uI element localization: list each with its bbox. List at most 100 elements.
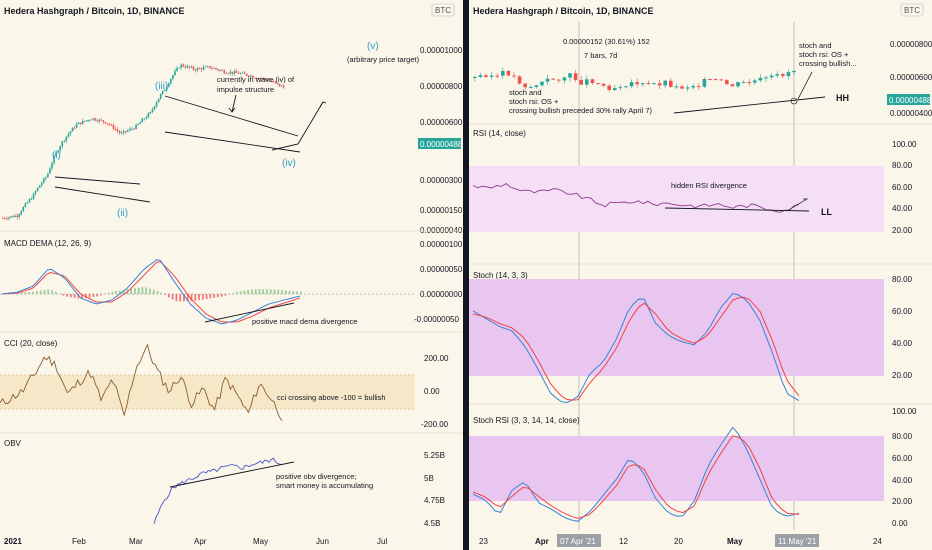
annotation-note: stoch and <box>509 88 542 97</box>
candle-body <box>512 75 516 77</box>
macd-histogram-bar <box>239 291 242 295</box>
macd-histogram-bar <box>292 291 295 295</box>
cci-title: CCI (20, close) <box>4 339 58 348</box>
price-tag-value: 0.00000488 <box>420 140 463 149</box>
rsi-axis-label: 60.00 <box>892 183 913 192</box>
crosshair-date-tag <box>557 534 601 547</box>
left-chart-header: Hedera Hashgraph / Bitcoin, 1D, BINANCE <box>4 6 185 16</box>
rsi-pane[interactable]: RSI (14, close) 100.00 80.00 60.00 40.00… <box>469 123 932 235</box>
candle-body <box>223 70 225 74</box>
candle-body <box>211 67 213 69</box>
candle-body <box>629 82 634 87</box>
macd-histogram-bar <box>296 291 299 295</box>
candle-body <box>18 214 20 217</box>
candle-body <box>758 77 763 81</box>
macd-pane[interactable]: MACD DEMA (12, 26, 9) 0.00000100 0.00000… <box>0 230 463 326</box>
candle-body <box>219 70 221 71</box>
candle-body <box>145 117 148 119</box>
stoch-k-line <box>472 293 800 404</box>
stoch-pane[interactable]: Stoch (14, 3, 3) 80.00 60.00 40.00 20.00 <box>469 263 932 404</box>
candle-body <box>172 75 174 79</box>
candle-body <box>53 156 55 164</box>
candle-body <box>523 83 527 88</box>
right-chart-header: Hedera Hashgraph / Bitcoin, 1D, BINANCE <box>473 6 654 16</box>
candle-body <box>764 77 768 79</box>
candle-body <box>133 128 135 130</box>
candle-body <box>506 70 511 76</box>
candle-body <box>753 80 757 83</box>
candle-body <box>151 109 154 112</box>
candle-body <box>237 72 240 74</box>
candle-body <box>149 111 152 114</box>
panel-divider[interactable] <box>463 0 469 550</box>
left-chart-panel[interactable]: Hedera Hashgraph / Bitcoin, 1D, BINANCE … <box>0 0 463 550</box>
annotation-note: stoch rsi: OS + <box>509 97 559 106</box>
macd-histogram-bar <box>35 291 38 295</box>
currency-badge[interactable]: BTC <box>904 6 920 15</box>
obv-axis-label: 5B <box>424 474 434 483</box>
candle-body <box>61 141 64 147</box>
candle-body <box>217 69 219 71</box>
candle-body <box>194 69 197 71</box>
price-pane[interactable]: Hedera Hashgraph / Bitcoin, 1D, BINANCE … <box>2 3 463 235</box>
candle-body <box>663 80 667 86</box>
macd-histogram-bar <box>273 289 276 295</box>
cci-band <box>0 375 415 409</box>
candle-body <box>478 75 483 77</box>
candle-body <box>551 78 555 80</box>
candle-body <box>568 73 572 78</box>
macd-histogram-bar <box>137 287 140 295</box>
candle-body <box>741 82 746 84</box>
candle-body <box>517 76 522 84</box>
time-label: Jul <box>377 537 387 546</box>
divergence-trendline <box>204 302 295 323</box>
macd-histogram-bar <box>288 290 291 295</box>
candle-body <box>137 123 139 125</box>
candle-body <box>24 203 27 207</box>
candle-body <box>529 86 533 88</box>
macd-histogram-bar <box>284 290 287 295</box>
macd-histogram-bar <box>20 292 23 295</box>
stoch-rsi-d-line <box>472 435 800 519</box>
candle-body <box>118 131 121 134</box>
macd-histogram-bar <box>217 294 219 298</box>
rsi-axis-label: 40.00 <box>892 204 913 213</box>
candle-body <box>122 131 125 133</box>
macd-histogram-bar <box>281 290 283 295</box>
support-trendline <box>673 96 826 114</box>
wedge-trendline <box>54 186 151 203</box>
macd-histogram-bar <box>32 291 34 295</box>
annotation-note: stoch and <box>799 41 832 50</box>
stoch-rsi-axis-label: 100.00 <box>892 407 917 416</box>
obv-line <box>153 457 283 524</box>
candle-body <box>266 79 269 81</box>
macd-histogram-bar <box>175 294 178 302</box>
macd-histogram-bar <box>145 287 148 295</box>
candle-body <box>276 82 279 84</box>
price-axis-label: 0.00000800 <box>890 40 932 49</box>
rsi-band <box>469 166 884 232</box>
macd-signal-line <box>1 261 301 323</box>
stoch-rsi-pane[interactable]: Stoch RSI (3, 3, 14, 14, close) 100.00 8… <box>469 403 932 528</box>
candle-body <box>8 217 10 219</box>
macd-title: MACD DEMA (12, 26, 9) <box>4 239 91 248</box>
cci-pane[interactable]: CCI (20, close) 200.00 0.00 -200.00 cci … <box>0 331 463 429</box>
candle-body <box>262 78 264 80</box>
obv-pane[interactable]: OBV 5.25B 5B 4.75B 4.5B positive obv div… <box>0 432 463 528</box>
candle-body <box>45 177 47 179</box>
currency-badge[interactable]: BTC <box>435 6 451 15</box>
macd-histogram-bar <box>186 294 189 302</box>
macd-histogram-bar <box>171 294 174 300</box>
macd-histogram-bar <box>111 291 114 295</box>
divergence-trendline <box>664 207 810 212</box>
candle-body <box>264 78 266 80</box>
macd-histogram-bar <box>84 294 87 299</box>
candle-body <box>141 118 143 123</box>
macd-axis-label: 0.00000100 <box>420 240 463 249</box>
cursor-marker <box>790 97 798 105</box>
right-chart-panel[interactable]: Hedera Hashgraph / Bitcoin, 1D, BINANCE … <box>469 0 932 550</box>
candle-body <box>225 73 228 74</box>
candle-body <box>110 124 113 126</box>
price-pane[interactable]: Hedera Hashgraph / Bitcoin, 1D, BINANCE … <box>473 3 932 118</box>
price-axis-label: 0.00000600 <box>420 118 463 127</box>
